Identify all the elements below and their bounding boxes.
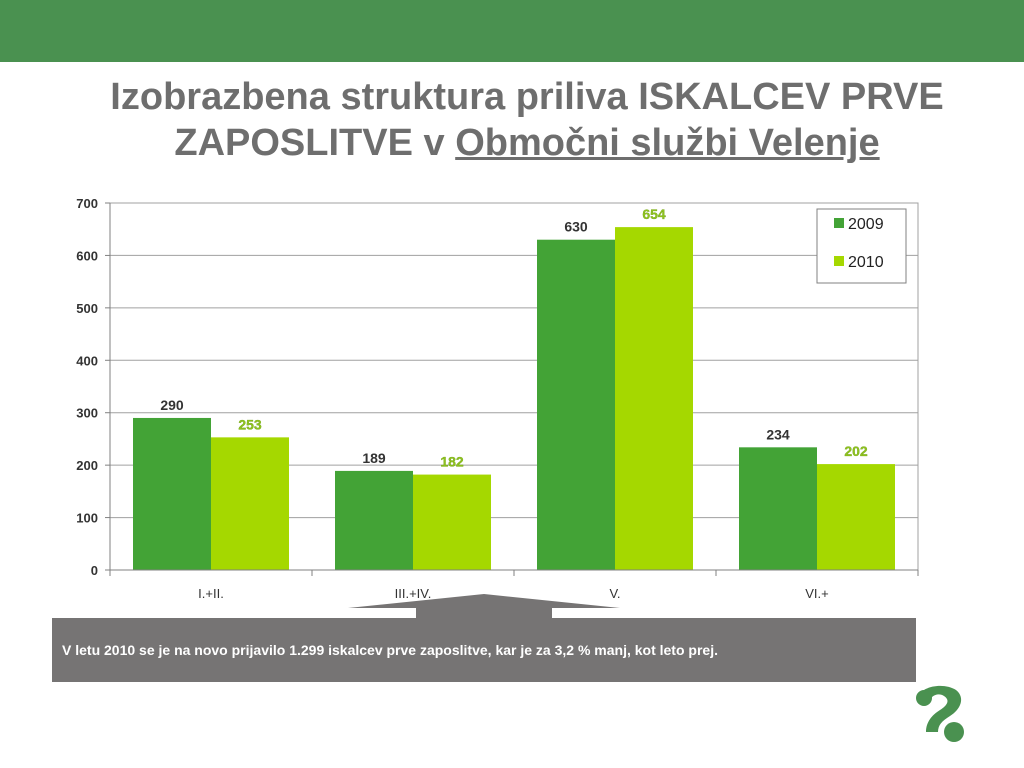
x-tick-label: V. (609, 586, 620, 601)
bar-2010-2 (615, 227, 693, 571)
y-tick-label: 700 (76, 196, 98, 211)
data-label-2010-3: 202 (844, 443, 868, 459)
title-line-2: ZAPOSLITVE v Območni službi Velenje (60, 120, 994, 166)
bar-2010-0 (211, 437, 289, 570)
bar-2010-1 (413, 474, 491, 570)
legend-box (816, 208, 907, 284)
page-title: Izobrazbena struktura priliva ISKALCEV P… (60, 74, 994, 166)
header-bar (0, 0, 1024, 62)
title-line-1: Izobrazbena struktura priliva ISKALCEV P… (110, 76, 944, 118)
callout-text: V letu 2010 se je na novo prijavilo 1.29… (62, 642, 718, 658)
y-tick-label: 0 (91, 563, 98, 578)
y-tick-label: 300 (76, 406, 98, 421)
data-label-2010-2: 654 (642, 206, 666, 222)
callout-box: V letu 2010 se je na novo prijavilo 1.29… (52, 618, 916, 682)
title-line-2-underlined: Območni službi Velenje (455, 122, 880, 164)
callout-pointer (348, 594, 620, 618)
zrsz-logo-icon (916, 685, 964, 742)
x-tick-label: VI.+ (805, 586, 829, 601)
data-label-2009-3: 234 (766, 426, 790, 442)
y-tick-label: 600 (76, 248, 98, 263)
data-label-2010-0: 253 (238, 416, 262, 432)
y-tick-label: 200 (76, 458, 98, 473)
data-label-2009-2: 630 (564, 219, 588, 235)
legend-label-2010: 2010 (848, 254, 884, 271)
legend-swatch-2009 (834, 218, 844, 228)
data-label-2009-0: 290 (160, 397, 184, 413)
x-tick-label: I.+II. (198, 586, 224, 601)
bar-2009-0 (133, 417, 211, 570)
data-label-2009-1: 189 (362, 450, 386, 466)
y-tick-label: 500 (76, 301, 98, 316)
legend-swatch-2010 (834, 256, 844, 266)
bar-2009-1 (335, 470, 413, 570)
y-tick-label: 100 (76, 511, 98, 526)
bar-2009-2 (537, 239, 615, 570)
bar-2009-3 (739, 447, 817, 570)
bar-2010-3 (817, 464, 895, 570)
legend-label-2009: 2009 (848, 216, 884, 233)
title-line-2-plain: ZAPOSLITVE v (174, 122, 456, 164)
x-tick-label: III.+IV. (395, 586, 432, 601)
data-label-2010-1: 182 (440, 454, 464, 470)
y-tick-label: 400 (76, 353, 98, 368)
